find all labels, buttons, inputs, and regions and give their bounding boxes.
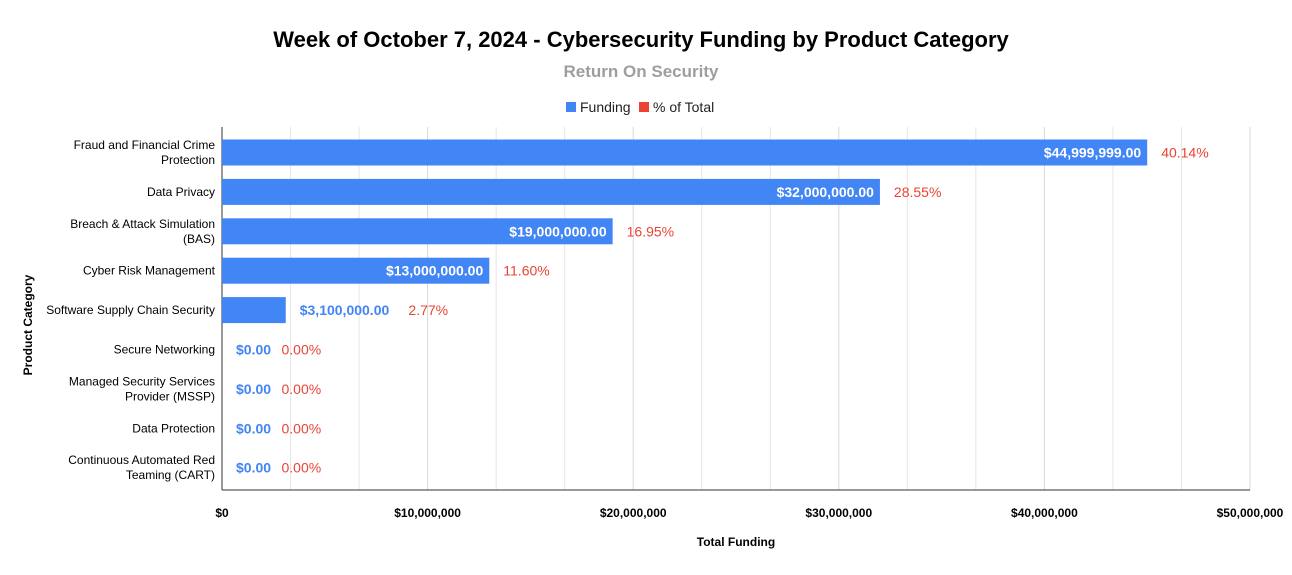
chart-title: Week of October 7, 2024 - Cybersecurity … [273, 27, 1009, 52]
value-label: $32,000,000.00 [777, 184, 875, 200]
percent-label: 0.00% [282, 381, 322, 397]
value-label: $0.00 [236, 420, 271, 436]
x-tick-label: $0 [215, 506, 229, 520]
category-label: Software Supply Chain Security [46, 303, 215, 317]
x-tick-label: $20,000,000 [600, 506, 667, 520]
x-tick-label: $10,000,000 [394, 506, 461, 520]
category-label: Protection [161, 153, 215, 167]
bar [222, 257, 490, 284]
value-label: $19,000,000.00 [509, 223, 607, 239]
x-axis-ticks: $0 $10,000,000 $20,000,000 $30,000,000 $40,0… [215, 506, 1283, 520]
category-label: Secure Networking [114, 343, 215, 357]
percent-label: 40.14% [1161, 145, 1208, 161]
category-label: Cyber Risk Management [83, 264, 216, 278]
value-label: $0.00 [236, 342, 271, 358]
category-label: Continuous Automated Red [68, 453, 215, 467]
category-label: (BAS) [183, 232, 215, 246]
category-label: Fraud and Financial Crime [74, 138, 216, 152]
value-label: $44,999,999.00 [1044, 145, 1142, 161]
legend-swatch-percent [639, 102, 649, 112]
bars [222, 139, 1148, 324]
percent-label: 28.55% [894, 184, 941, 200]
legend: Funding % of Total [566, 99, 714, 115]
category-label: Provider (MSSP) [125, 389, 215, 403]
percent-label: 16.95% [627, 223, 674, 239]
percent-label: 0.00% [282, 342, 322, 358]
x-tick-label: $50,000,000 [1217, 506, 1284, 520]
value-label: $0.00 [236, 381, 271, 397]
bar [222, 178, 880, 205]
value-label: $3,100,000.00 [300, 302, 390, 318]
percent-label: 0.00% [282, 420, 322, 436]
bar [222, 218, 613, 245]
category-label: Managed Security Services [69, 374, 215, 388]
legend-swatch-funding [566, 102, 576, 112]
percent-label: 0.00% [282, 460, 322, 476]
bar [222, 297, 286, 324]
category-label: Data Protection [132, 421, 215, 435]
y-axis-title: Product Category [21, 274, 35, 375]
percent-label: 11.60% [503, 263, 549, 279]
x-axis-title: Total Funding [697, 535, 775, 549]
legend-label-funding: Funding [580, 99, 631, 115]
x-tick-label: $40,000,000 [1011, 506, 1078, 520]
category-label: Data Privacy [147, 185, 215, 199]
data-labels: $44,999,999.00 40.14% $32,000,000.00 28.55%… [236, 145, 1209, 476]
category-label: Teaming (CART) [126, 468, 215, 482]
bar [222, 139, 1148, 166]
value-label: $13,000,000.00 [386, 263, 484, 279]
percent-label: 2.77% [408, 302, 448, 318]
x-tick-label: $30,000,000 [805, 506, 872, 520]
legend-label-percent: % of Total [653, 99, 714, 115]
value-label: $0.00 [236, 460, 271, 476]
category-label: Breach & Attack Simulation [70, 217, 215, 231]
chart-subtitle: Return On Security [564, 62, 719, 81]
